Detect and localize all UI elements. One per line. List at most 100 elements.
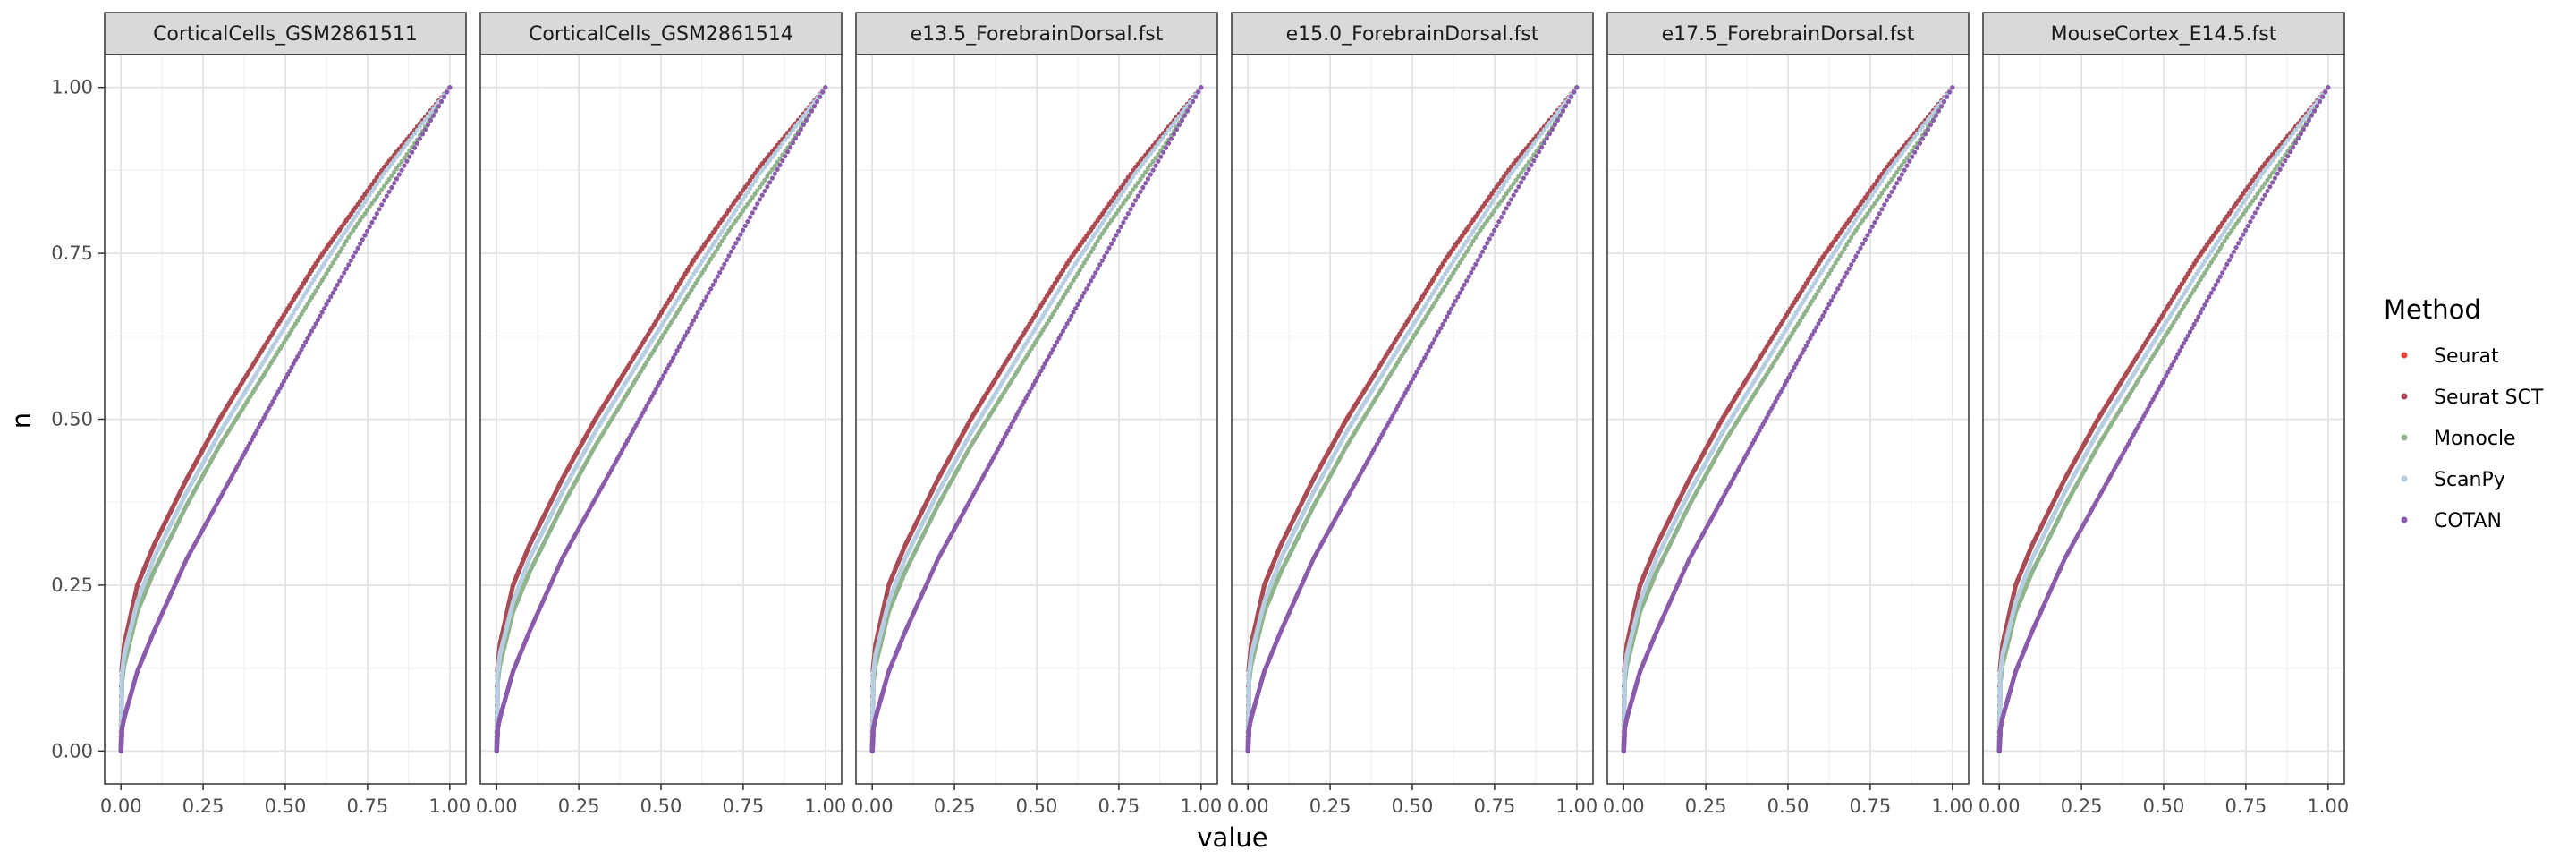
data-point [811, 104, 818, 109]
data-point [1099, 258, 1105, 263]
data-point [783, 154, 788, 159]
data-point [396, 162, 402, 168]
data-point [399, 167, 404, 173]
data-point [724, 258, 729, 263]
data-point [438, 98, 445, 105]
data-point [407, 154, 412, 159]
data-point [404, 158, 410, 164]
data-point [1176, 123, 1182, 128]
data-point [738, 232, 743, 237]
data-point [735, 236, 741, 242]
data-point [364, 189, 370, 194]
data-point [445, 89, 450, 95]
data-point [740, 227, 746, 233]
data-point [321, 274, 327, 280]
data-point [719, 266, 724, 271]
data-point [386, 176, 392, 182]
data-point [818, 94, 823, 99]
data-point [748, 215, 753, 220]
data-point [1140, 184, 1146, 191]
data-point [352, 250, 359, 255]
data-point [392, 181, 397, 186]
panel-title: CorticalCells_GSM2861511 [153, 23, 418, 46]
data-point [757, 197, 763, 202]
data-point [823, 85, 828, 90]
data-point [1102, 253, 1107, 259]
data-point [311, 292, 317, 297]
data-point [726, 253, 732, 259]
data-point [772, 171, 777, 176]
data-point [1121, 219, 1126, 225]
data-point [311, 265, 317, 270]
data-point [374, 211, 379, 217]
data-point [798, 126, 803, 132]
data-point [806, 113, 812, 118]
data-point [374, 174, 379, 180]
data-point [1095, 266, 1100, 271]
data-point [447, 85, 453, 90]
data-point [1135, 193, 1140, 199]
data-point [787, 145, 793, 150]
data-point [358, 241, 363, 247]
data-point [389, 184, 394, 191]
data-point [372, 198, 377, 203]
data-point [339, 245, 344, 251]
data-point [355, 221, 360, 226]
data-point [309, 268, 315, 274]
x-tick-label: 0.25 [934, 795, 976, 817]
data-point [715, 274, 720, 279]
data-point [436, 104, 442, 109]
data-point [330, 260, 335, 266]
data-point [820, 89, 826, 95]
panel-title: e13.5_ForebrainDorsal.fst [911, 23, 1164, 46]
data-point [355, 201, 360, 208]
data-point [358, 217, 363, 223]
data-point [731, 244, 736, 251]
data-point [328, 294, 334, 300]
x-tick-label: 0.50 [265, 795, 307, 817]
data-point [389, 173, 394, 179]
data-point [367, 204, 372, 209]
data-point [330, 290, 335, 295]
x-tick-label: 0.50 [1016, 795, 1058, 817]
data-point [411, 145, 418, 150]
data-point [337, 278, 343, 284]
data-point [1153, 163, 1158, 168]
data-point [364, 208, 370, 213]
data-point [1158, 154, 1164, 159]
data-point [1123, 216, 1129, 221]
data-point [348, 231, 353, 236]
data-point [1148, 172, 1153, 177]
data-point [870, 729, 877, 735]
data-point [870, 677, 877, 684]
data-point [790, 140, 796, 146]
data-point [1097, 262, 1103, 268]
data-point [381, 198, 387, 203]
data-point [351, 253, 356, 259]
data-point [1156, 158, 1161, 164]
data-point [722, 261, 727, 267]
data-point [1131, 202, 1136, 208]
data-point [1190, 98, 1196, 105]
data-point [394, 166, 400, 172]
data-point [803, 117, 809, 123]
data-point [728, 249, 734, 254]
data-point [433, 108, 439, 114]
data-point [695, 310, 700, 316]
data-point [1179, 117, 1184, 123]
data-point [1093, 270, 1098, 276]
data-point [775, 166, 780, 172]
data-point [1114, 233, 1119, 238]
data-point [337, 250, 343, 255]
panel-strip: e13.5_ForebrainDorsal.fst [855, 12, 1218, 55]
data-point [392, 169, 397, 175]
panel-title: CorticalCells_GSM2861514 [529, 23, 793, 46]
data-point [313, 288, 318, 293]
data-point [367, 224, 372, 229]
data-point [767, 180, 773, 185]
data-point [386, 189, 392, 194]
data-point [360, 195, 365, 200]
data-point [313, 261, 318, 267]
